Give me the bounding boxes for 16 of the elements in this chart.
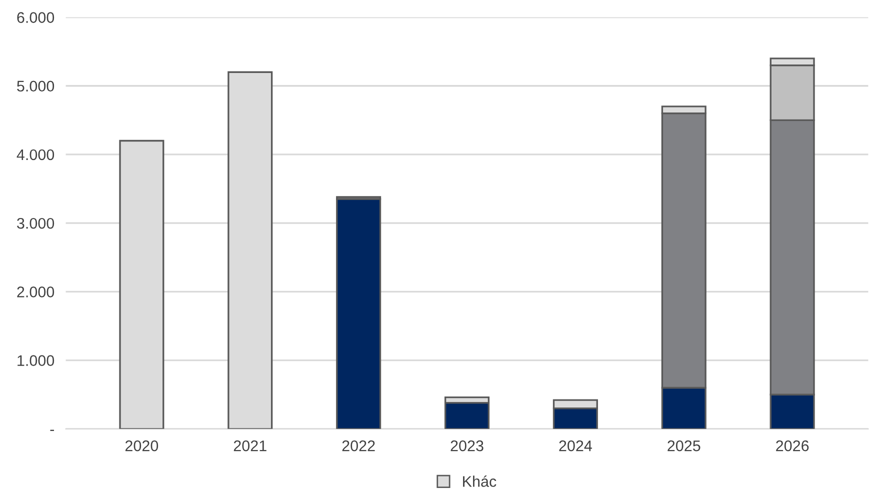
x-tick-label: 2024 <box>559 440 592 452</box>
y-tick-label: - <box>50 430 54 431</box>
x-tick-label: 2025 <box>668 440 700 452</box>
y-tick-label: 2.000 <box>17 286 54 298</box>
x-tick-label: 2021 <box>234 440 266 452</box>
y-tick-label: 3.000 <box>17 218 54 229</box>
y-tick-label: 5.000 <box>17 80 54 92</box>
x-tick-label: 2020 <box>125 440 158 452</box>
y-tick-label: 1.000 <box>18 355 54 366</box>
x-tick-label: 2023 <box>450 440 484 452</box>
y-tick-label: 4.000 <box>16 149 54 160</box>
x-tick-label: 2022 <box>342 440 375 452</box>
legend-label: Khác <box>463 475 496 487</box>
x-tick-label: 2026 <box>776 440 809 452</box>
y-tick-label: 6.000 <box>17 12 54 23</box>
bar <box>336 198 382 429</box>
